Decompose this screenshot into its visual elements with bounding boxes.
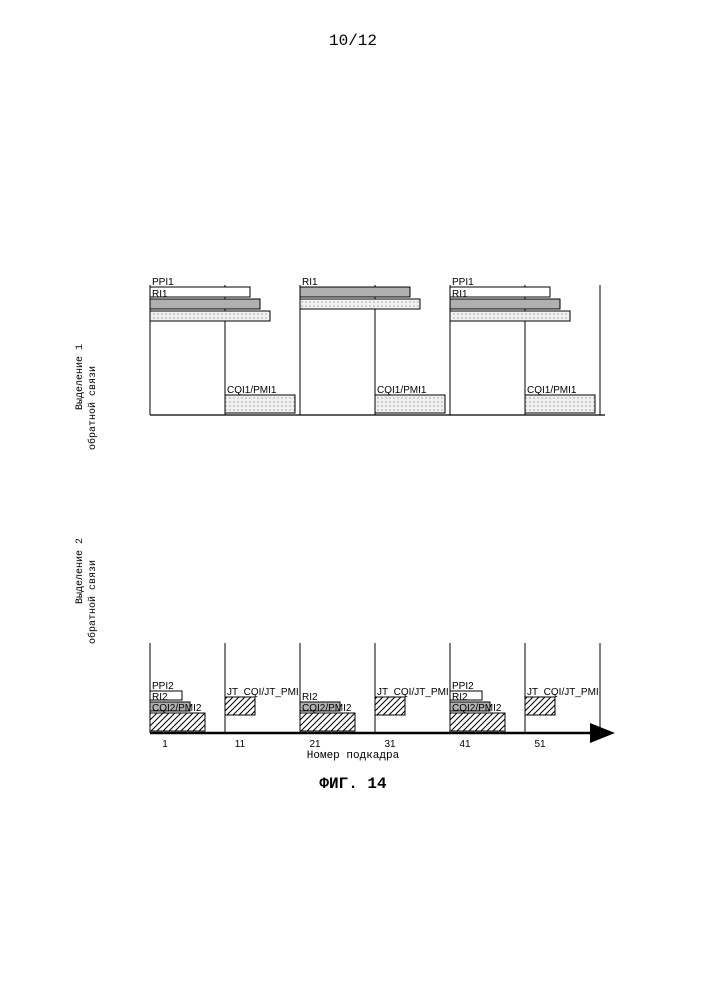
svg-text:RI1: RI1 bbox=[152, 289, 168, 300]
svg-text:41: 41 bbox=[459, 739, 471, 750]
svg-text:PPI2: PPI2 bbox=[152, 681, 174, 692]
svg-text:JT_CQI/JT_PMI: JT_CQI/JT_PMI bbox=[377, 687, 449, 698]
svg-text:11: 11 bbox=[235, 739, 246, 750]
svg-text:RI2: RI2 bbox=[452, 692, 468, 703]
svg-text:21: 21 bbox=[309, 739, 321, 750]
svg-text:JT_CQI/JT_PMI: JT_CQI/JT_PMI bbox=[527, 687, 599, 698]
svg-text:RI2: RI2 bbox=[302, 692, 318, 703]
svg-text:JT_CQI/JT_PMI: JT_CQI/JT_PMI bbox=[227, 687, 299, 698]
svg-text:PPI1: PPI1 bbox=[152, 277, 174, 288]
svg-text:CQI1/PMI1: CQI1/PMI1 bbox=[377, 385, 427, 396]
svg-text:51: 51 bbox=[534, 739, 546, 750]
svg-text:CQI2/PMI2: CQI2/PMI2 bbox=[302, 703, 352, 714]
svg-text:PPI1: PPI1 bbox=[452, 277, 474, 288]
svg-text:PPI2: PPI2 bbox=[452, 681, 474, 692]
svg-text:31: 31 bbox=[384, 739, 396, 750]
svg-text:CQI1/PMI1: CQI1/PMI1 bbox=[227, 385, 277, 396]
svg-text:CQI2/PMI2: CQI2/PMI2 bbox=[152, 703, 202, 714]
svg-text:CQI2/PMI2: CQI2/PMI2 bbox=[452, 703, 502, 714]
svg-text:1: 1 bbox=[162, 739, 168, 750]
timing-diagram: PPI1RI1CQI1/PMI1RI1CQI1/PMI1PPI1RI1CQI1/… bbox=[0, 0, 706, 1000]
svg-text:RI1: RI1 bbox=[302, 277, 318, 288]
svg-text:RI2: RI2 bbox=[152, 692, 168, 703]
svg-text:RI1: RI1 bbox=[452, 289, 468, 300]
svg-text:CQI1/PMI1: CQI1/PMI1 bbox=[527, 385, 577, 396]
